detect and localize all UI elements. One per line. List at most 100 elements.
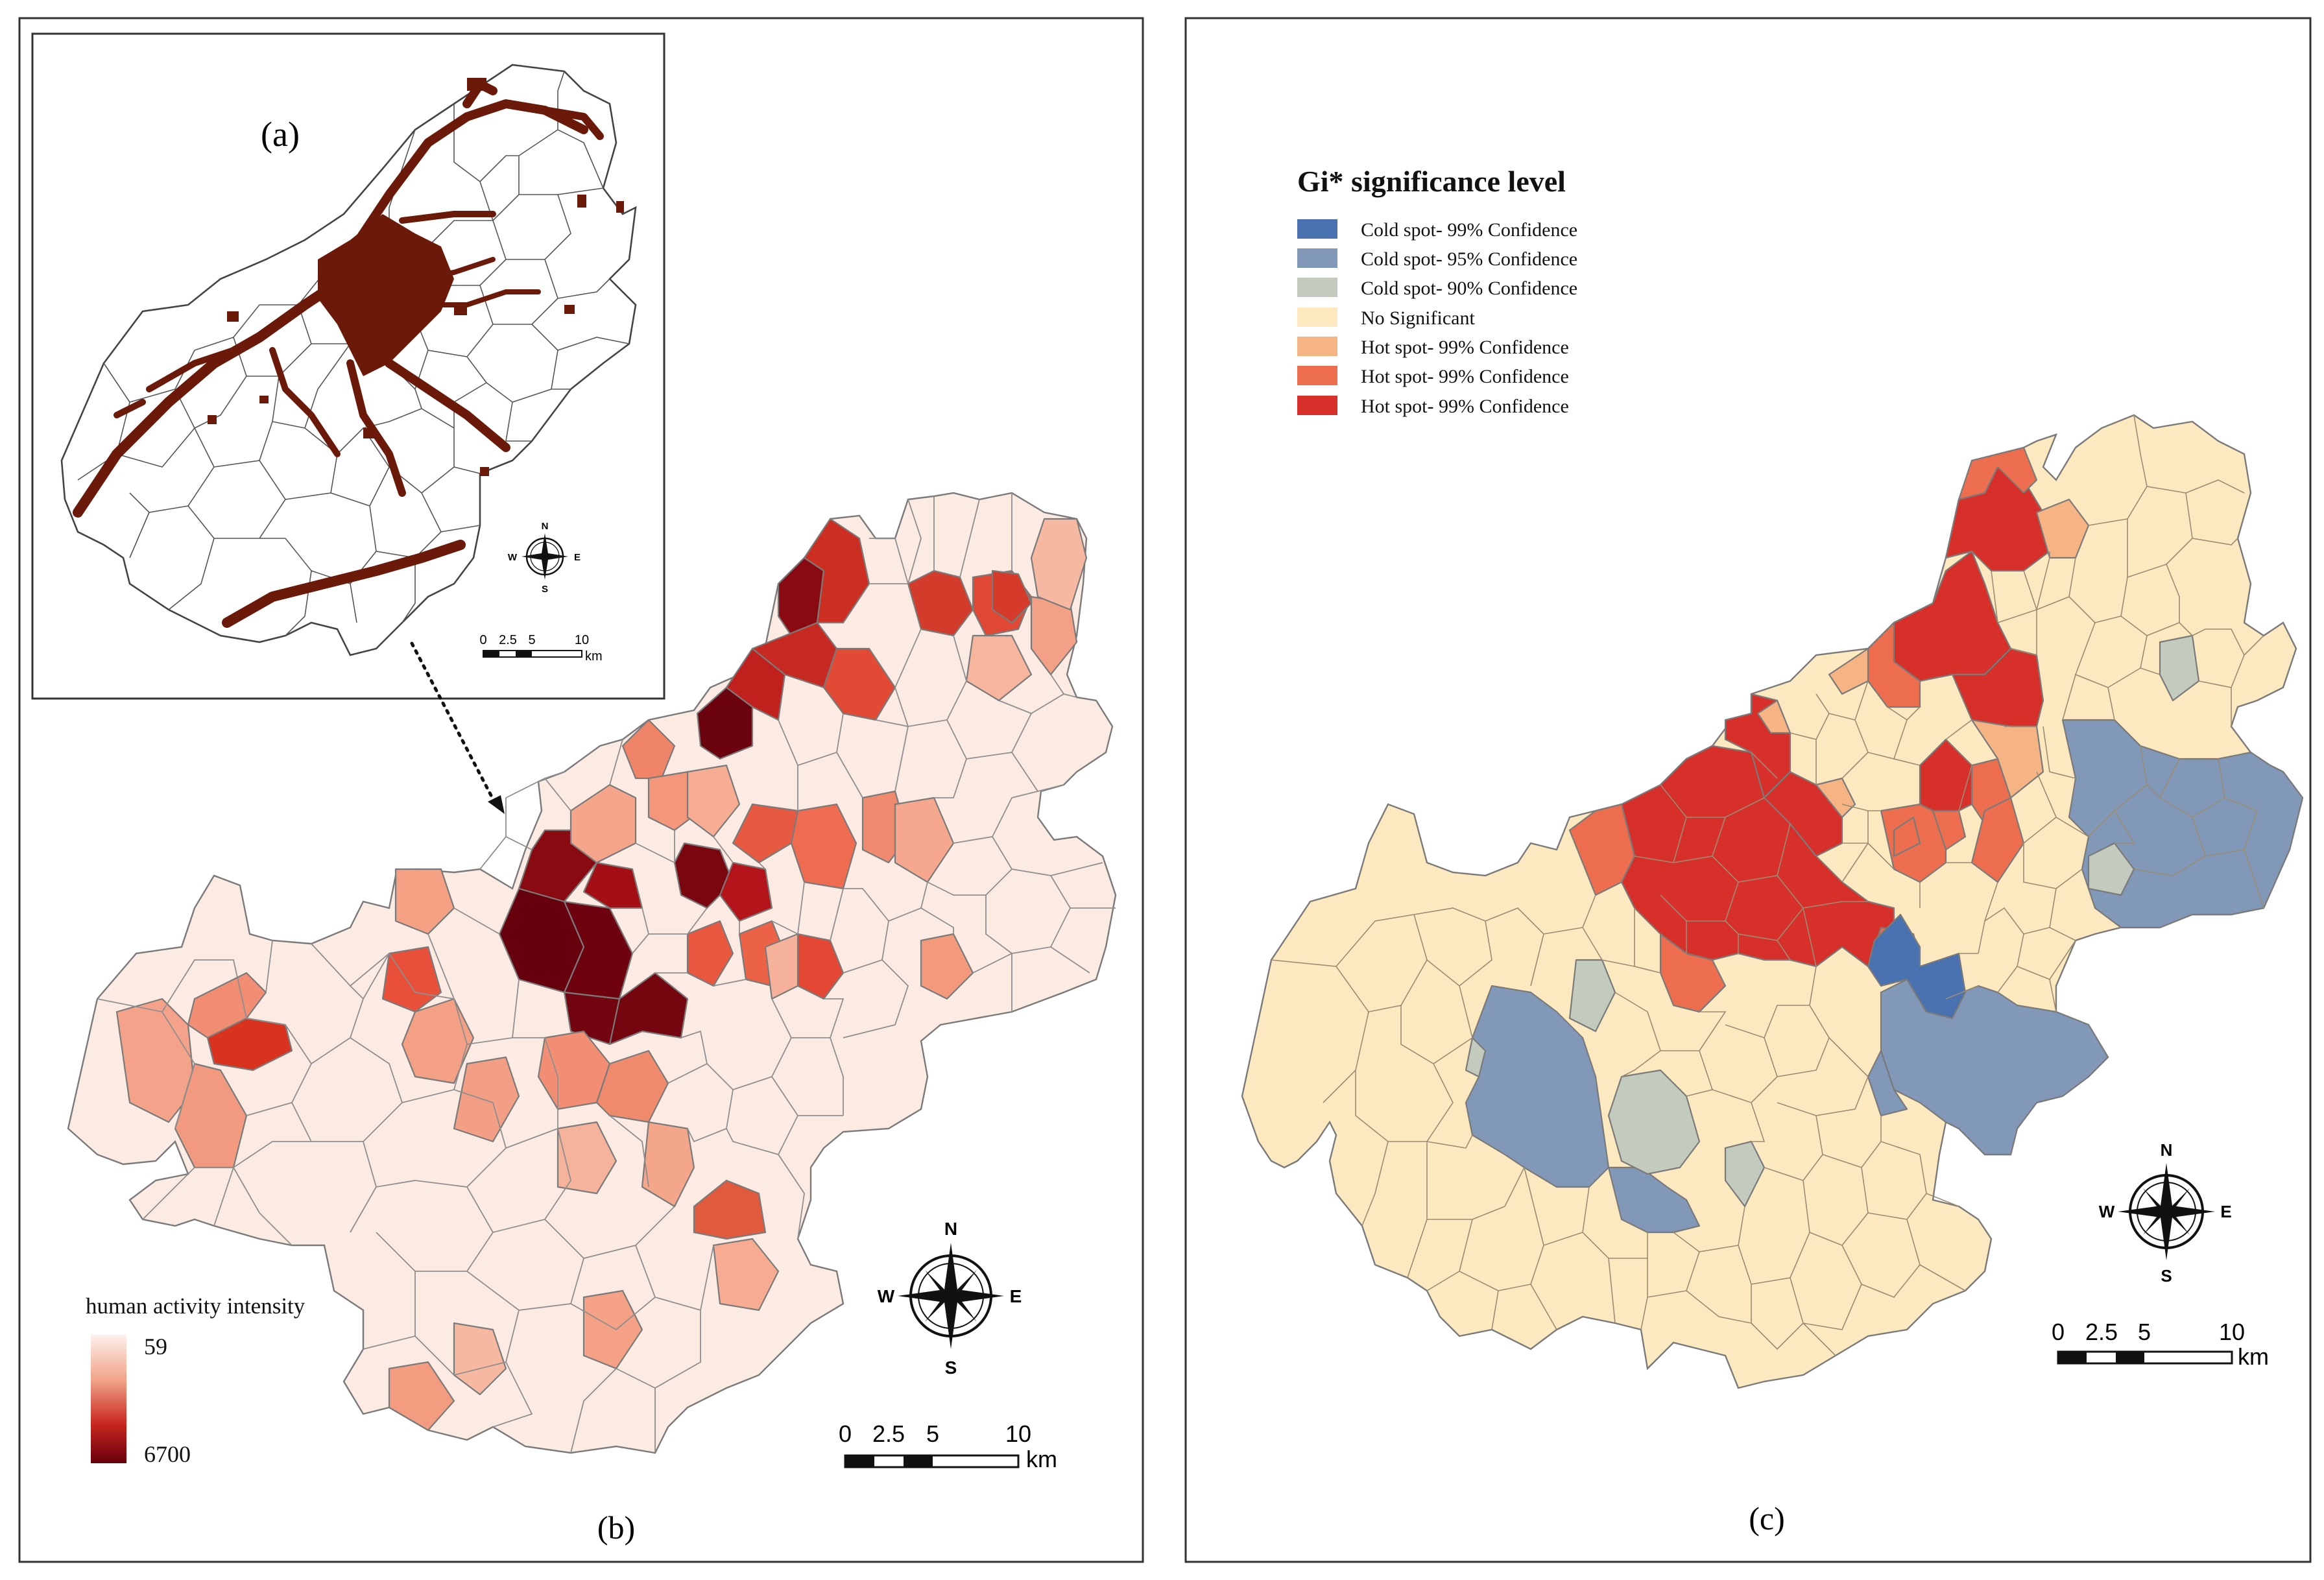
panel-b-compass: N S E W — [878, 1219, 1022, 1378]
inset-a-label: (a) — [261, 115, 300, 154]
coldspot-90-cell — [2087, 842, 2135, 896]
settlement-corridor — [222, 540, 466, 628]
cell-intensity-mid — [381, 946, 442, 1013]
panel-b-frame — [18, 17, 1144, 1563]
panel-b-map — [67, 492, 1117, 1454]
hotspot-mid-cell — [1958, 446, 2038, 501]
compass-b-n: N — [944, 1219, 957, 1239]
legend-c-swatch — [1297, 219, 1337, 239]
cell-intensity-mid — [693, 1179, 767, 1240]
compass-c-w: W — [2099, 1202, 2115, 1221]
compass-a-s: S — [542, 584, 548, 595]
legend-c-item: Cold spot- 99% Confidence — [1297, 219, 1577, 241]
cell-intensity-low — [621, 719, 676, 780]
arrow-head-icon — [488, 795, 505, 814]
inset-pointer-arrow — [410, 641, 505, 814]
legend-c-swatch — [1297, 337, 1337, 356]
cell-intensity-mid — [732, 803, 799, 864]
hotspot-light-cell — [2035, 498, 2090, 559]
panel-c-legend: Gi* significance level Cold spot- 99% Co… — [1297, 165, 1577, 417]
legend-c-item-label: Hot spot- 99% Confidence — [1361, 337, 1569, 358]
hotspot-mid-cell — [1932, 809, 1967, 851]
cell-intensity-low — [388, 1361, 455, 1431]
panel-c: Gi* significance level Cold spot- 99% Co… — [1184, 17, 2312, 1563]
legend-c-item-label: Cold spot- 90% Confidence — [1361, 278, 1577, 299]
legend-b-color-ramp — [91, 1335, 126, 1463]
scalebar-b-tick-0: 0 — [839, 1420, 852, 1447]
compass-b-w: W — [878, 1286, 895, 1306]
hotspot-mid-cell — [1568, 803, 1636, 896]
cell-intensity-low — [894, 796, 955, 883]
scalebar-a-tick-3: 10 — [575, 633, 589, 647]
panel-c-scalebar: 0 2.5 5 10 km — [2052, 1319, 2269, 1370]
cell-intensity-low — [712, 1238, 780, 1311]
inset-a-compass: N S E W — [508, 521, 581, 595]
legend-b-min-label: 59 — [144, 1334, 167, 1359]
legend-b-title: human activity intensity — [86, 1293, 305, 1319]
compass-star-icon — [944, 1243, 957, 1296]
panel-c-frame — [1184, 17, 2312, 1563]
legend-c-item-label: Cold spot- 95% Confidence — [1361, 248, 1577, 270]
cell-intensity-high — [719, 861, 773, 922]
panel-c-cell-boundaries — [1271, 414, 2264, 1356]
hotspot-mid-cell — [1893, 816, 1921, 857]
hotspot-light-cell — [1815, 777, 1856, 819]
legend-c-item-label: Cold spot- 99% Confidence — [1361, 219, 1577, 241]
legend-c-swatch — [1297, 278, 1337, 297]
legend-c-title: Gi* significance level — [1297, 165, 1566, 198]
compass-a-w: W — [508, 552, 518, 563]
legend-b-max-label: 6700 — [144, 1441, 191, 1467]
panel-c-map — [1241, 414, 2304, 1389]
legend-c-item: Cold spot- 90% Confidence — [1297, 278, 1577, 299]
scalebar-c-tick-0: 0 — [2052, 1319, 2065, 1345]
panel-c-compass: N S E W — [2099, 1140, 2232, 1286]
cell-intensity-high — [582, 861, 643, 909]
scalebar-c-tick-1: 2.5 — [2085, 1319, 2118, 1345]
legend-c-item: Hot spot- 99% Confidence — [1297, 396, 1569, 417]
legend-c-item: Cold spot- 95% Confidence — [1297, 248, 1577, 270]
legend-c-item-label: No Significant — [1361, 307, 1475, 329]
legend-c-swatch — [1297, 248, 1337, 268]
cell-intensity-low — [394, 868, 455, 935]
coldspot-90-cell — [1568, 959, 1616, 1033]
legend-c-swatch — [1297, 307, 1337, 327]
scalebar-a-tick-0: 0 — [479, 633, 486, 647]
legend-c-item: Hot spot- 99% Confidence — [1297, 366, 1569, 387]
panel-b-intensity-patches — [115, 518, 1088, 1431]
coldspot-90-cell — [1607, 1069, 1701, 1175]
cell-intensity-low — [920, 933, 974, 1000]
cell-intensity-low — [641, 1121, 695, 1208]
cell-intensity-low — [965, 634, 1033, 702]
legend-c-item: Hot spot- 99% Confidence — [1297, 337, 1569, 358]
coldspot-95-cell — [1867, 1049, 1908, 1117]
coldspot-90-cell — [1465, 1036, 1487, 1078]
scalebar-b-unit: km — [1026, 1446, 1057, 1472]
coldspot-99-cell — [1867, 913, 1967, 1020]
cell-intensity-high — [991, 569, 1033, 624]
settlement-corridor — [385, 359, 510, 452]
legend-c-item-label: Hot spot- 99% Confidence — [1361, 366, 1569, 387]
scalebar-b-tick-3: 10 — [1005, 1420, 1031, 1447]
legend-c-item-label: Hot spot- 99% Confidence — [1361, 396, 1569, 417]
scalebar-b-tick-1: 2.5 — [872, 1420, 905, 1447]
cell-intensity-high — [608, 972, 689, 1046]
cell-intensity-low — [453, 1322, 507, 1396]
compass-b-e: E — [1010, 1286, 1022, 1306]
compass-c-n: N — [2161, 1140, 2173, 1160]
legend-c-swatch — [1297, 366, 1337, 385]
scalebar-c-tick-3: 10 — [2219, 1319, 2245, 1345]
panel-b-scalebar: 0 2.5 5 10 km — [839, 1420, 1057, 1472]
legend-c-swatch — [1297, 396, 1337, 415]
coldspot-95-cluster — [1465, 985, 1610, 1188]
cell-intensity-low — [582, 1289, 643, 1370]
scalebar-a-tick-2: 5 — [528, 633, 535, 647]
scalebar-a-tick-1: 2.5 — [499, 633, 517, 647]
panel-b: human activity intensity 59 6700 N S E W — [18, 17, 1144, 1563]
panel-c-label: (c) — [1749, 1500, 1785, 1537]
compass-c-e: E — [2220, 1202, 2231, 1221]
compass-c-s: S — [2161, 1266, 2172, 1286]
panel-b-legend: human activity intensity 59 6700 — [86, 1293, 305, 1467]
panel-c-significance-patches — [1465, 446, 2304, 1234]
compass-star-icon — [2161, 1163, 2172, 1212]
